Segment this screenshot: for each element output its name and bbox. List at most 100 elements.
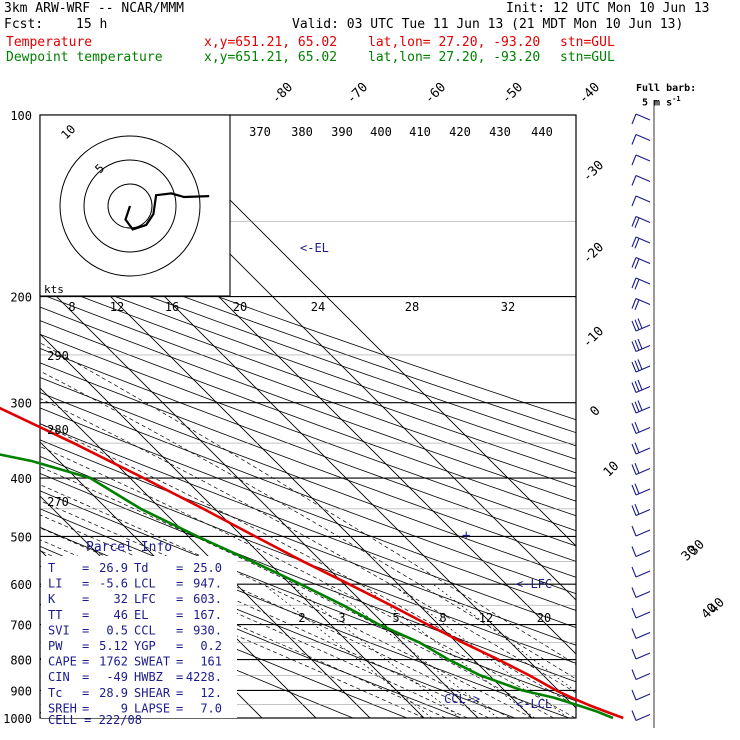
dry-adiabat [40,320,576,517]
theta-label: 430 [489,125,511,139]
hodograph-ring-label: 8 [68,300,75,314]
parcel-param-value: 947. [193,577,222,591]
parcel-param-name: EL [134,608,148,622]
wind-barb-shaft [635,297,651,306]
parcel-eq: = [82,608,89,622]
wind-barb-flag [631,484,637,496]
wind-barb [631,174,651,186]
dewpoint-legend: Dewpoint temperature [6,50,163,65]
temperature-tick-label: -10 [580,324,607,351]
temperature-tick-label: 0 [587,403,603,419]
dewpoint-station: stn=GUL [560,50,615,65]
parcel-param-value: -5.6 [99,577,128,591]
parcel-param-value: 167. [193,608,222,622]
wind-barb-flag [631,154,637,166]
theta-label: 410 [409,125,431,139]
wind-barb [631,710,651,722]
wind-barb-shaft [635,488,651,496]
parcel-eq: = [82,655,89,669]
mixing-ratio-label: 12 [479,611,493,625]
parcel-info-row: CAPE = 1762 SWEAT = 161 [48,655,222,669]
theta-label: 400 [370,125,392,139]
pressure-label: 300 [10,397,32,411]
wind-barb-shaft [635,256,651,265]
hodograph-frame [39,114,231,297]
wind-barb-flag [637,338,643,350]
wind-barb-shaft [635,365,651,373]
wind-barb-flag [634,279,640,290]
parcel-param-name: SHEAR [134,686,171,700]
dry-adiabat [40,423,576,629]
temperature-xy: x,y=651.21, 65.02 [204,35,338,50]
parcel-param-value: 0.5 [106,623,128,637]
parcel-param-value: 603. [193,592,222,606]
parcel-eq: = [176,623,183,637]
level-annotation: CCL-> [444,692,480,706]
parcel-param-name: LAPSE [134,701,170,715]
parcel-info-box: T = 26.9 Td = 25.0 LI = -5.6 LCL = 947. K = 32 LFC = 603.… [41,556,237,727]
parcel-param-value: 4228. [186,670,222,684]
pressure-label: 900 [10,684,32,698]
isotherm [40,279,479,718]
dry-adiabat [40,243,576,434]
wind-barb [631,503,651,517]
temperature-latlon: lat,lon= 27.20, -93.20 [368,35,541,50]
sounding-series [0,406,624,720]
wind-barb [631,462,651,476]
wind-barb [631,256,651,270]
dewpoint-xy: x,y=651.21, 65.02 [204,50,338,65]
parcel-marker: + [462,528,470,544]
wind-barb-flag [637,400,643,411]
valid-time: Valid: 03 UTC Tue 11 Jun 13 (21 MDT Mon … [292,17,684,32]
temperature-legend: Temperature [6,35,93,50]
wind-barb [631,154,651,166]
parcel-param-name: CIN [48,670,70,684]
parcel-eq: = [176,592,183,606]
parcel-info-title: Parcel Info [86,540,173,555]
wind-barb-flag [631,443,637,455]
wind-barb [631,442,651,455]
parcel-eq: = [82,686,89,700]
pressure-label: 600 [10,578,32,592]
wind-barb-flag [631,525,637,537]
isotherm [40,333,425,718]
parcel-param-name: CCL [134,623,156,637]
dewpoint-line [0,453,614,720]
parcel-param-value: 32 [114,592,128,606]
parcel-param-value: 25.0 [193,561,222,575]
parcel-param-name: T [48,561,55,575]
level-annotation: <-LCL [516,697,552,711]
parcel-eq: = [82,623,89,637]
parcel-param-value: 7.0 [200,701,222,715]
parcel-param-name: LFC [134,592,156,606]
theta-left-label: 290 [47,349,69,363]
wind-barb-shaft [635,611,651,619]
temperature-line [0,406,624,720]
parcel-info-row: LI = -5.6 LCL = 947. [48,577,222,591]
moist-adiabat [40,370,576,680]
wind-barb-shaft [635,133,651,142]
wind-barb-shaft [635,344,651,353]
moist-adiabat [40,514,489,718]
parcel-eq: = [176,561,183,575]
wind-barb-flag [634,483,640,494]
temperature-tick-label: -30 [580,158,607,185]
wind-barb-flag [631,361,637,373]
wind-barb-flag [631,113,637,125]
hodograph-ring-label: 28 [405,300,419,314]
hodograph-ring-label: 16 [165,300,179,314]
theta-left-label: 270 [47,495,69,509]
hodograph-ring [59,135,201,277]
pressure-label: 700 [10,619,32,633]
wind-barb-shaft [635,713,651,722]
pressure-label: 100 [10,109,32,123]
wind-barb-shaft [635,385,651,394]
parcel-info-row: PW = 5.12 YGP = 0.2 [48,639,222,653]
wind-barb-flag [634,380,640,392]
wind-barb-shaft [635,277,651,285]
parcel-eq: = [176,608,183,622]
mixing-ratio-label: 8 [439,611,446,625]
dry-adiabat [40,306,576,502]
parcel-cell: CELL = 222/08 [48,713,142,727]
wind-barb-flag [634,503,640,515]
